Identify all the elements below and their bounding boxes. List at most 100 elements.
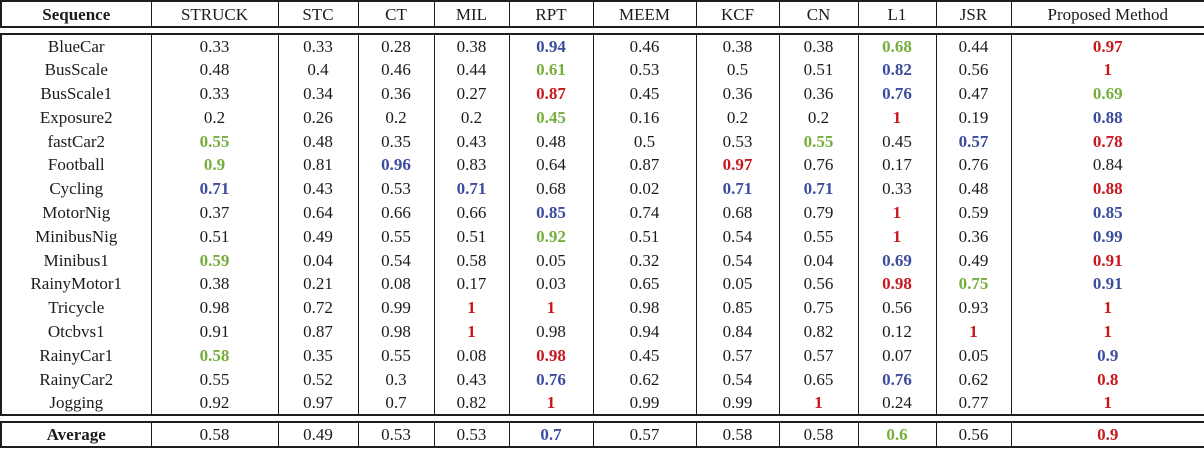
score-cell: 0.59 <box>935 200 1011 225</box>
score-cell: 0.94 <box>592 319 696 344</box>
score-cell: 0.54 <box>695 248 779 272</box>
score-cell: 0.32 <box>592 248 696 272</box>
header-row: Sequence STRUCK STC CT MIL RPT MEEM KCF CN L1 JSR P… <box>1 1 1204 27</box>
score-cell: 0.79 <box>778 200 858 225</box>
score-cell: 0.71 <box>150 176 278 201</box>
score-cell: 0.59 <box>150 248 278 272</box>
score-cell: 0.97 <box>277 390 358 415</box>
score-cell: 0.92 <box>150 390 278 415</box>
score-cell: 0.51 <box>778 57 858 82</box>
table-row: Jogging 0.92 0.97 0.7 0.82 1 0.99 0.99 1 0.24 0.77… <box>1 390 1204 415</box>
score-cell: 0.56 <box>778 271 858 296</box>
score-cell: 0.34 <box>277 81 358 106</box>
score-cell: 0.38 <box>150 271 278 296</box>
score-cell: 0.52 <box>277 367 358 391</box>
score-cell: 0.53 <box>357 176 434 201</box>
score-cell: 0.97 <box>1010 34 1204 58</box>
score-cell: 0.53 <box>592 57 696 82</box>
score-cell: 0.65 <box>778 367 858 391</box>
score-cell: 0.45 <box>857 129 936 153</box>
score-cell: 0.45 <box>592 343 696 368</box>
average-score-cell: 0.49 <box>277 421 358 447</box>
score-cell: 0.55 <box>357 224 434 249</box>
score-cell: 1 <box>433 319 509 344</box>
table-row: BlueCar 0.33 0.33 0.28 0.38 0.94 0.46 0.38 0.38 0… <box>1 34 1204 58</box>
sequence-label: BusScale1 <box>40 83 113 103</box>
score-cell: 0.93 <box>935 295 1011 320</box>
table-row: Exposure2 0.2 0.26 0.2 0.2 0.45 0.16 0.2 0.2 1 0.1… <box>1 105 1204 130</box>
score-cell: 0.54 <box>695 224 779 249</box>
column-header-rpt: RPT <box>508 1 593 27</box>
score-cell: 0.87 <box>592 152 696 177</box>
score-cell: 0.53 <box>695 129 779 153</box>
score-cell: 0.82 <box>857 57 936 82</box>
score-cell: 0.66 <box>433 200 509 225</box>
score-cell: 0.35 <box>357 129 434 153</box>
score-cell: 0.57 <box>695 343 779 368</box>
table-row: Cycling 0.71 0.43 0.53 0.71 0.68 0.02 0.71 0.71 0… <box>1 176 1204 201</box>
score-cell: 0.49 <box>935 248 1011 272</box>
score-cell: 0.91 <box>150 319 278 344</box>
sequence-label: Exposure2 <box>39 107 113 127</box>
average-score-cell: 0.9 <box>1010 421 1204 447</box>
score-cell: 0.44 <box>935 34 1011 58</box>
score-cell: 0.75 <box>778 295 858 320</box>
score-cell: 0.2 <box>150 105 278 130</box>
sequence-label: Minibus1 <box>43 250 109 270</box>
table-header-section: Sequence STRUCK STC CT MIL RPT MEEM KCF CN L1 JSR P… <box>0 0 1204 28</box>
table-row: MotorNig 0.37 0.64 0.66 0.66 0.85 0.74 0.68 0.79… <box>1 200 1204 225</box>
score-cell: 0.51 <box>592 224 696 249</box>
score-cell: 1 <box>857 105 936 130</box>
score-cell: 0.55 <box>150 367 278 391</box>
table-row: RainyMotor1 0.38 0.21 0.08 0.17 0.03 0.65 0.05 0… <box>1 271 1204 296</box>
sequence-label: BusScale <box>44 60 108 80</box>
score-cell: 0.72 <box>277 295 358 320</box>
score-cell: 0.83 <box>433 152 509 177</box>
score-cell: 0.36 <box>935 224 1011 249</box>
score-cell: 0.98 <box>508 343 593 368</box>
score-cell: 0.38 <box>433 34 509 58</box>
table-row: Minibus1 0.59 0.04 0.54 0.58 0.05 0.32 0.54 0.04… <box>1 248 1204 272</box>
score-cell: 0.54 <box>357 248 434 272</box>
score-cell: 0.04 <box>277 248 358 272</box>
score-cell: 1 <box>508 390 593 415</box>
score-cell: 0.7 <box>357 390 434 415</box>
column-header-struck: STRUCK <box>150 1 278 27</box>
sequence-label: RainyCar2 <box>39 369 114 389</box>
score-cell: 0.76 <box>508 367 593 391</box>
score-cell: 0.12 <box>857 319 936 344</box>
sequence-label: Football <box>47 155 105 175</box>
score-cell: 0.66 <box>357 200 434 225</box>
score-cell: 0.37 <box>150 200 278 225</box>
score-cell: 0.5 <box>695 57 779 82</box>
column-header-cn: CN <box>778 1 858 27</box>
average-score-cell: 0.58 <box>150 421 278 447</box>
score-cell: 0.88 <box>1010 105 1204 130</box>
score-cell: 0.05 <box>695 271 779 296</box>
column-header-jsr: JSR <box>935 1 1011 27</box>
score-cell: 0.57 <box>935 129 1011 153</box>
score-cell: 0.16 <box>592 105 696 130</box>
score-cell: 0.57 <box>778 343 858 368</box>
score-cell: 0.78 <box>1010 129 1204 153</box>
column-header-mil: MIL <box>433 1 509 27</box>
score-cell: 0.82 <box>433 390 509 415</box>
average-row: Average 0.58 0.49 0.53 0.53 0.7 0.57 0.58 0.58 0.… <box>1 421 1204 447</box>
score-cell: 0.38 <box>695 34 779 58</box>
score-cell: 0.54 <box>695 367 779 391</box>
score-cell: 0.94 <box>508 34 593 58</box>
score-cell: 0.81 <box>277 152 358 177</box>
table-body-section: BlueCar 0.33 0.33 0.28 0.38 0.94 0.46 0.38 0.38 0… <box>0 33 1204 416</box>
score-cell: 0.28 <box>357 34 434 58</box>
score-cell: 0.68 <box>508 176 593 201</box>
score-cell: 0.56 <box>857 295 936 320</box>
score-cell: 0.4 <box>277 57 358 82</box>
score-cell: 0.2 <box>433 105 509 130</box>
score-cell: 0.26 <box>277 105 358 130</box>
sequence-label: Cycling <box>49 179 104 199</box>
score-cell: 0.44 <box>433 57 509 82</box>
column-header-kcf: KCF <box>695 1 779 27</box>
column-header-sequence: Sequence <box>42 4 111 24</box>
score-cell: 0.04 <box>778 248 858 272</box>
score-cell: 0.62 <box>592 367 696 391</box>
